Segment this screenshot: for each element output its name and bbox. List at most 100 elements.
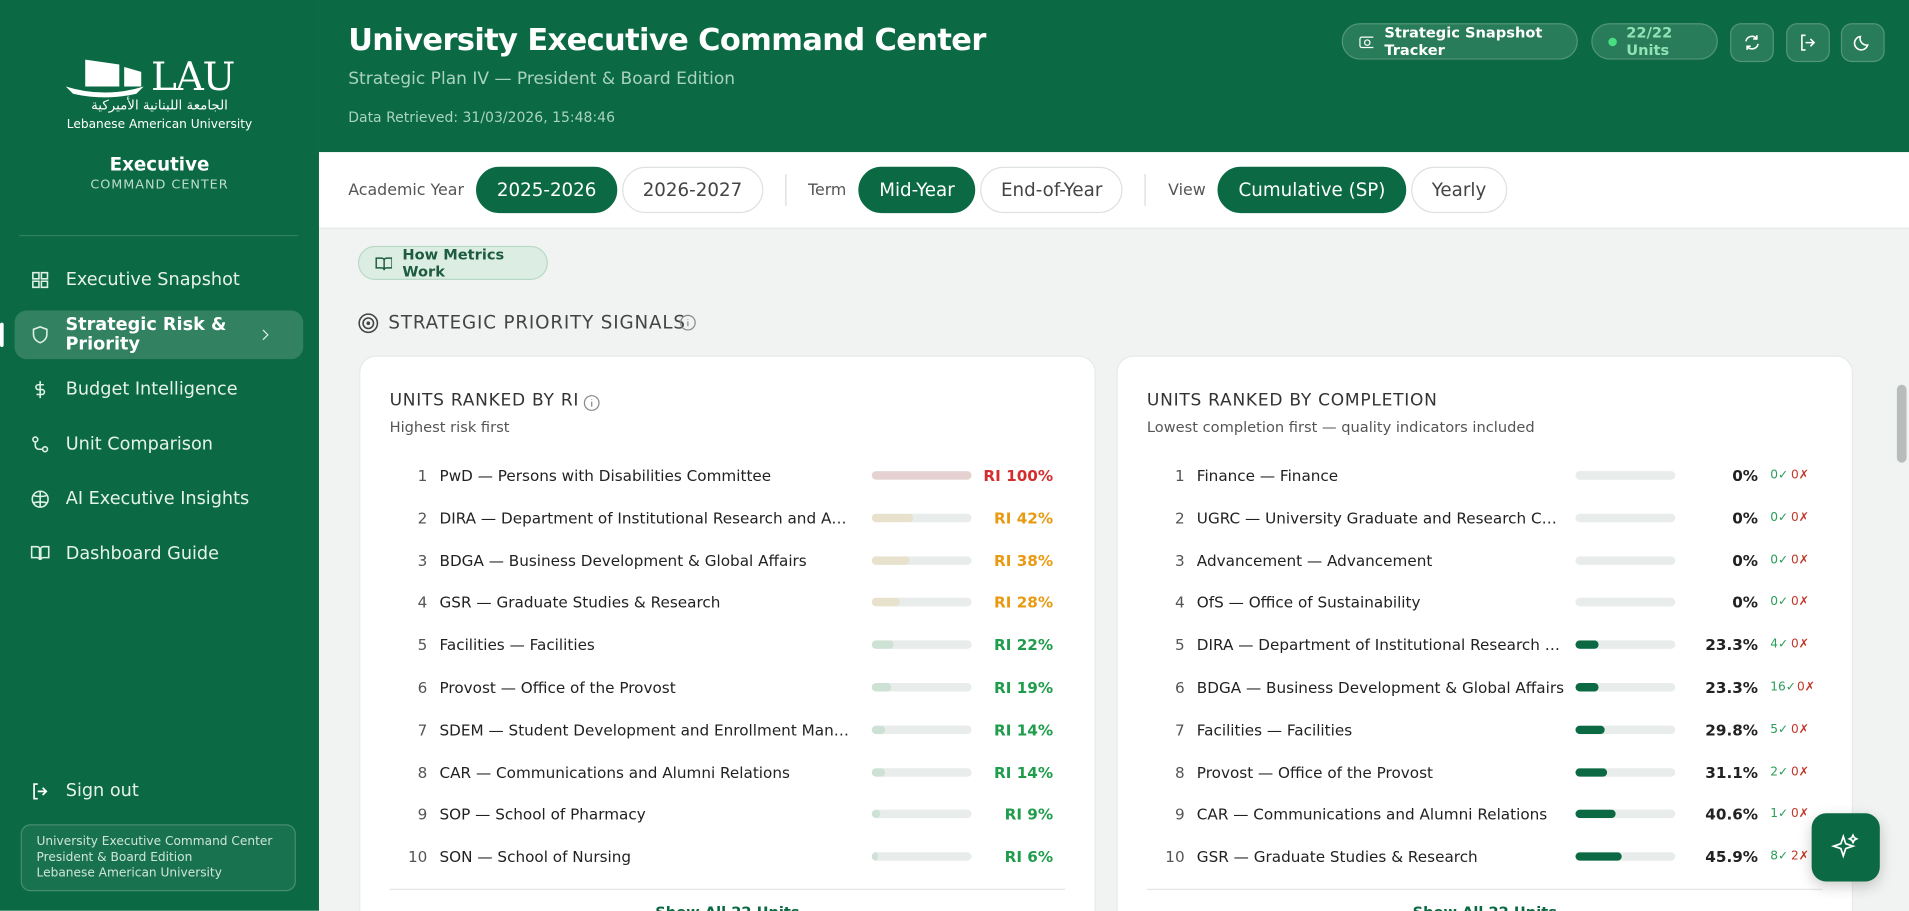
progress-track <box>871 471 972 480</box>
ranked-row: 10 GSR — Graduate Studies & Research 45.9%… <box>1118 845 1852 869</box>
progress-fill <box>871 683 891 692</box>
units-label: 22/22 Units <box>1626 24 1673 59</box>
unit-name: PwD — Persons with Disabilities Committe… <box>439 466 772 485</box>
progress-fill <box>1575 683 1599 692</box>
progress-fill <box>871 555 910 565</box>
ranked-row: 10 SON — School of Nursing RI 6% <box>360 845 1094 869</box>
show-all-link[interactable]: Show All 22 Units <box>360 903 1094 911</box>
ranked-row: 3 BDGA — Business Development & Global Af… <box>360 549 1094 573</box>
nav-item[interactable]: Unit Comparison <box>15 420 304 469</box>
unit-name: CAR — Communications and Alumni Relation… <box>439 762 790 782</box>
ai-assistant-button[interactable] <box>1811 813 1880 882</box>
show-all-link[interactable]: Show All 22 Units <box>1118 903 1852 911</box>
section-icon <box>358 313 379 334</box>
info-icon[interactable] <box>679 314 696 331</box>
filter-label: Term <box>807 180 847 200</box>
scrollbar[interactable] <box>1894 282 1909 911</box>
value-label: RI 42% <box>994 508 1054 527</box>
cross-count: 0✗ <box>1790 722 1809 737</box>
value-label: RI 19% <box>994 678 1054 697</box>
filter-bar: Academic Year 2025-2026 2026-2027 Term Mid-Y… <box>318 152 1909 229</box>
filter-option[interactable]: Mid-Year <box>858 166 976 214</box>
value-label: 31.1% <box>1705 762 1759 782</box>
sign-out[interactable]: Sign out <box>15 767 304 816</box>
ranked-row: 4 GSR — Graduate Studies & Research RI 28% <box>360 591 1094 615</box>
card-title: UNITS RANKED BY COMPLETION <box>1146 390 1438 411</box>
nav-item[interactable]: Strategic Risk & Priority <box>0 310 304 360</box>
value-label: 0% <box>1732 593 1759 612</box>
nav-label: Executive Snapshot <box>65 270 240 290</box>
rank: 6 <box>417 678 428 697</box>
ranked-row: 2 DIRA — Department of Institutional Rese… <box>360 506 1094 530</box>
divider <box>389 888 1066 890</box>
nav-item[interactable]: Executive Snapshot <box>15 256 304 305</box>
rank: 10 <box>1165 847 1185 866</box>
progress-track <box>1575 598 1676 607</box>
rank: 1 <box>417 466 428 485</box>
ranked-row: 6 BDGA — Business Development & Global Af… <box>1118 676 1852 700</box>
help-button[interactable]: How Metrics Work <box>357 245 548 281</box>
filter-option[interactable]: 2026-2027 <box>621 166 763 214</box>
progress-track <box>1575 555 1676 565</box>
nav-item[interactable]: AI Executive Insights <box>15 475 304 524</box>
icon <box>35 381 46 399</box>
value-label: RI 6% <box>1004 847 1054 866</box>
cross-count: 0✗ <box>1797 680 1815 694</box>
rank: 4 <box>1174 593 1185 612</box>
cross-count: 2✗ <box>1790 850 1809 864</box>
completion-card: UNITS RANKED BY COMPLETION Lowest complet… <box>1116 355 1854 911</box>
progress-fill <box>1575 852 1622 862</box>
filter-option[interactable]: 2025-2026 <box>476 166 618 214</box>
check-count: 1✓ <box>1770 807 1789 822</box>
check-count: 0✓ <box>1770 553 1789 567</box>
value-label: RI 9% <box>1004 805 1054 824</box>
sign-out-label: Sign out <box>65 781 139 802</box>
tracker-button[interactable]: Strategic Snapshot Tracker <box>1341 23 1578 60</box>
cross-count: 0✗ <box>1790 807 1809 822</box>
rank: 4 <box>417 593 428 612</box>
progress-track <box>871 725 972 734</box>
refresh-button[interactable] <box>1730 23 1774 63</box>
progress-track <box>1575 852 1676 862</box>
nav-item[interactable]: Budget Intelligence <box>15 365 304 414</box>
icon <box>1359 36 1374 49</box>
filter-option[interactable]: Yearly <box>1411 166 1507 214</box>
unit-name: SDEM — Student Development and Enrollmen… <box>439 720 854 739</box>
value-label: 45.9% <box>1705 847 1759 866</box>
filter-option[interactable]: End-of-Year <box>980 166 1124 214</box>
rank: 9 <box>1174 805 1185 824</box>
filter-option[interactable]: Cumulative (SP) <box>1217 166 1407 214</box>
progress-track <box>1575 810 1676 819</box>
unit-name: Finance — Finance <box>1196 466 1339 485</box>
logo-arabic: الجامعة اللبنانية الأميركية <box>91 97 228 114</box>
rank: 3 <box>1174 551 1185 570</box>
separator <box>1144 174 1147 206</box>
scroll-thumb[interactable] <box>1896 384 1907 463</box>
rank: 8 <box>417 762 428 782</box>
unit-name: Provost — Office of the Provost <box>439 678 676 697</box>
progress-track <box>871 767 972 777</box>
status-dot <box>1608 37 1617 46</box>
footer-line: President & Board Edition <box>36 851 193 865</box>
ri-card: UNITS RANKED BY RI Highest risk first 1 PwD… <box>359 355 1096 911</box>
theme-button[interactable] <box>1840 23 1885 63</box>
icon <box>1831 833 1859 859</box>
unit-name: BDGA — Business Development & Global Aff… <box>439 551 807 570</box>
check-count: 2✓ <box>1770 765 1789 779</box>
value-label: RI 38% <box>994 551 1054 570</box>
filter-label: Academic Year <box>348 180 465 200</box>
info-icon[interactable] <box>583 394 600 411</box>
nav-item[interactable]: Dashboard Guide <box>15 530 304 579</box>
value-label: 0% <box>1732 508 1759 527</box>
progress-fill <box>1575 640 1599 650</box>
exit-button[interactable] <box>1786 23 1830 63</box>
units-badge: 22/22 Units <box>1591 23 1718 60</box>
icon <box>30 545 50 561</box>
ranked-row: 8 Provost — Office of the Provost 31.1% 2✓ 0… <box>1118 760 1852 784</box>
separator <box>784 174 787 206</box>
unit-name: Facilities — Facilities <box>439 635 595 655</box>
card-subtitle: Highest risk first <box>389 418 510 436</box>
ranked-row: 7 SDEM — Student Development and Enrollme… <box>360 718 1094 742</box>
ranked-row: 6 Provost — Office of the Provost RI 19% <box>360 676 1094 700</box>
